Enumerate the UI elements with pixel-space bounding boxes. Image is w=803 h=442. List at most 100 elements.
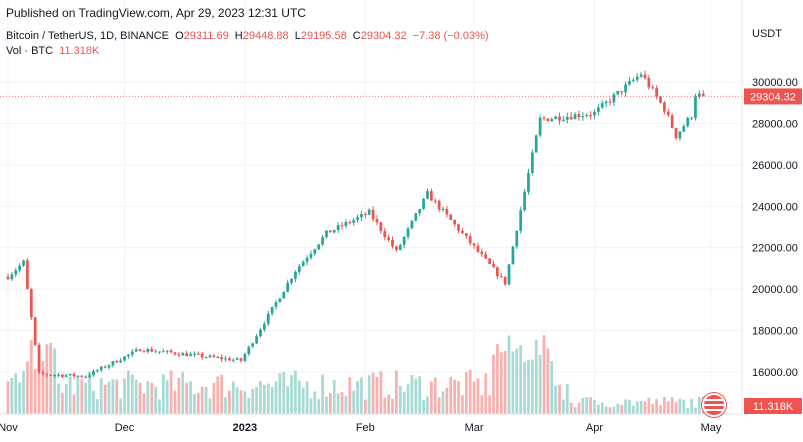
volume-bar [208,398,212,414]
candle-body [309,253,313,258]
volume-bar [150,382,154,414]
candle-body [286,282,290,292]
volume-bar [29,340,33,414]
candles [6,70,705,379]
volume-bar [290,375,293,414]
candle-body [414,213,418,221]
volume-bar [228,390,231,414]
volume-bar [383,397,387,414]
volume-bar [235,387,239,414]
volume-bar [196,392,200,414]
volume-bar [255,387,258,414]
candle-body [88,375,91,377]
volume-bar [204,387,208,414]
candle-body [278,298,282,303]
candle-body [224,358,227,360]
volume-bar [80,379,84,414]
candle-body [569,116,573,120]
candle-body [511,246,515,265]
candle-body [169,350,173,353]
volume-bar [123,378,126,414]
candle-body [701,93,705,97]
candle-body [422,198,425,209]
volume-bar [429,381,433,414]
volume-bar [270,387,274,414]
volume-bar [57,383,60,414]
candle-body [402,236,406,245]
volume-bar [309,398,313,414]
volume-bar [173,390,177,414]
volume-bar [243,391,247,414]
volume-bar [534,339,538,414]
candle-body [464,233,468,237]
volume-bar [138,382,142,414]
candle-body [678,131,682,139]
x-tick-label: Feb [356,422,375,434]
candle-body [158,351,161,353]
x-tick-label: Dec [115,422,135,434]
volume-bar [185,382,189,414]
candle-body [437,200,441,210]
volume-bar [181,371,185,414]
volume-bar [546,348,550,414]
volume-bar [647,397,651,414]
volume-label[interactable]: Vol · BTC [6,45,54,57]
volume-bar [402,391,406,414]
candle-body [558,116,561,121]
candle-body [597,107,600,112]
candle-body [612,94,616,103]
volume-bar [624,399,627,414]
volume-bar [530,359,534,414]
volume-bar [37,366,41,414]
volume-bar [14,373,18,414]
candle-body [565,116,569,120]
candle-body [305,257,309,262]
candle-body [647,78,651,88]
volume-bar [317,399,321,414]
volume-bar [146,381,150,414]
volume-bar [6,381,10,414]
symbol-label[interactable]: Bitcoin / TetherUS, 1D, BINANCE [6,30,170,42]
candle-body [651,87,655,89]
candle-body [608,101,612,103]
y-tick-label: 16000.00 [752,367,798,379]
candle-body [173,352,177,355]
volume-bar [457,381,460,414]
volume-bar [395,370,398,414]
candle-body [379,222,383,232]
candle-body [348,222,352,224]
candle-body [150,349,154,352]
candle-body [119,360,122,363]
candle-body [631,79,635,81]
candle-body [146,349,150,352]
volume-bar [604,406,608,414]
volume-bar [577,402,581,414]
currency-unit-label[interactable]: USDT [752,28,782,40]
candle-body [639,74,643,77]
volume-bar [340,391,344,414]
volume-bar [375,376,379,414]
volume-bar [663,396,666,414]
candle-body [313,249,317,254]
candle-body [216,357,220,359]
candle-body [239,358,243,361]
candle-body [472,243,476,246]
time-axis-bg [0,414,803,442]
volume-bar [103,384,107,414]
candle-body [589,115,592,117]
volume-bar [499,352,503,414]
candle-body [628,80,631,85]
candle-body [95,370,99,372]
volume-bar [507,335,511,414]
volume-bar [41,360,45,414]
candle-body [418,208,422,214]
volume-bar [631,405,635,414]
candle-body [127,354,130,357]
ohlc-legend: Bitcoin / TetherUS, 1D, BINANCE O29311.6… [6,30,489,42]
y-tick-label: 20000.00 [752,284,798,296]
candle-body [398,244,402,250]
volume-bar [523,361,526,414]
y-tick-labels: 30000.00 28000.00 26000.00 24000.00 22000.00… [752,77,798,379]
candle-body [694,96,697,118]
